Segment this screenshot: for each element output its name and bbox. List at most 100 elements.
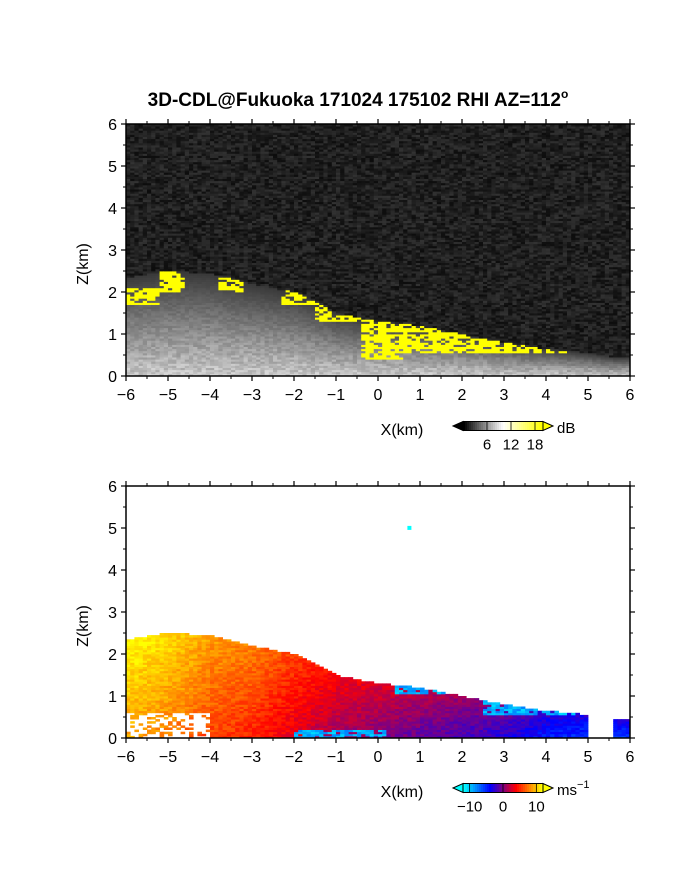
signal-cell (226, 205, 232, 209)
signal-cell (180, 252, 186, 255)
signal-cell (151, 331, 156, 335)
signal-cell (256, 180, 261, 184)
signal-cell (184, 266, 190, 270)
signal-cell (142, 367, 148, 371)
signal-cell (218, 365, 223, 368)
signal-cell (126, 195, 131, 198)
signal-cell (260, 220, 265, 224)
signal-cell (268, 199, 274, 203)
signal-cell (210, 203, 215, 207)
signal-cell (243, 189, 249, 192)
signal-cell (159, 195, 165, 198)
signal-cell (218, 256, 223, 259)
signal-cell (130, 229, 135, 232)
signal-cell (222, 151, 228, 154)
signal-cell (176, 231, 181, 234)
signal-cell (210, 361, 215, 364)
signal-cell (142, 182, 148, 186)
signal-cell (222, 140, 228, 144)
signal-cell (163, 151, 169, 154)
signal-cell (201, 298, 207, 301)
signal-cell (222, 334, 228, 337)
signal-cell (176, 136, 181, 140)
signal-cell (197, 298, 202, 301)
signal-cell (231, 281, 236, 284)
signal-cell (159, 147, 165, 150)
signal-cell (151, 233, 156, 236)
signal-cell (138, 273, 144, 276)
signal-cell (197, 338, 202, 341)
signal-cell (176, 168, 181, 171)
signal-cell (256, 212, 261, 215)
signal-cell (243, 350, 249, 354)
signal-cell (260, 275, 265, 278)
signal-cell (201, 159, 207, 163)
signal-cell (163, 260, 169, 263)
signal-cell (155, 258, 160, 261)
signal-cell (231, 170, 236, 173)
signal-cell (168, 352, 173, 356)
signal-cell (130, 285, 135, 289)
signal-cell (268, 273, 274, 276)
signal-cell (239, 279, 244, 282)
signal-cell (231, 289, 236, 293)
signal-cell (155, 292, 160, 295)
signal-cell (231, 142, 236, 146)
signal-cell (201, 203, 207, 207)
signal-cell (201, 321, 207, 324)
signal-cell (201, 325, 207, 329)
signal-cell (247, 283, 253, 287)
signal-cell (176, 348, 181, 352)
signal-cell (147, 325, 152, 329)
signal-cell (134, 245, 139, 249)
signal-cell (163, 279, 169, 282)
signal-cell (252, 140, 257, 144)
signal-cell (256, 342, 261, 345)
signal-cell (142, 277, 148, 280)
signal-cell (201, 338, 207, 341)
signal-cell (260, 214, 265, 217)
signal-cell (205, 310, 211, 314)
signal-cell (239, 208, 244, 211)
signal-cell (222, 319, 228, 322)
signal-cell (226, 134, 232, 137)
signal-cell (193, 229, 198, 232)
signal-cell (260, 315, 265, 318)
signal-cell (189, 310, 194, 314)
signal-cell (151, 359, 156, 362)
signal-cell (168, 178, 173, 182)
signal-cell (168, 285, 173, 289)
signal-cell (159, 168, 165, 171)
signal-cell (239, 210, 244, 213)
signal-cell (163, 287, 169, 291)
signal-cell (126, 161, 131, 165)
signal-cell (214, 205, 219, 209)
signal-cell (189, 355, 194, 358)
signal-cell (218, 363, 223, 366)
signal-cell (226, 197, 232, 200)
signal-cell (205, 218, 211, 221)
signal-cell (180, 346, 186, 350)
signal-cell (239, 180, 244, 184)
signal-cell (189, 142, 194, 146)
signal-cell (264, 241, 270, 245)
signal-cell (268, 193, 274, 196)
signal-cell (184, 352, 190, 356)
signal-cell (243, 149, 249, 152)
signal-cell (176, 369, 181, 373)
signal-cell (172, 233, 177, 236)
signal-cell (214, 220, 219, 224)
signal-cell (126, 222, 131, 226)
signal-cell (247, 298, 253, 301)
signal-cell (184, 159, 190, 163)
signal-cell (130, 149, 135, 152)
signal-cell (180, 310, 186, 314)
signal-cell (163, 342, 169, 345)
signal-cell (210, 138, 215, 142)
signal-cell (256, 220, 261, 224)
signal-cell (235, 363, 240, 366)
signal-cell (155, 182, 160, 186)
signal-cell (126, 336, 131, 339)
signal-cell (226, 365, 232, 368)
signal-cell (260, 124, 265, 127)
